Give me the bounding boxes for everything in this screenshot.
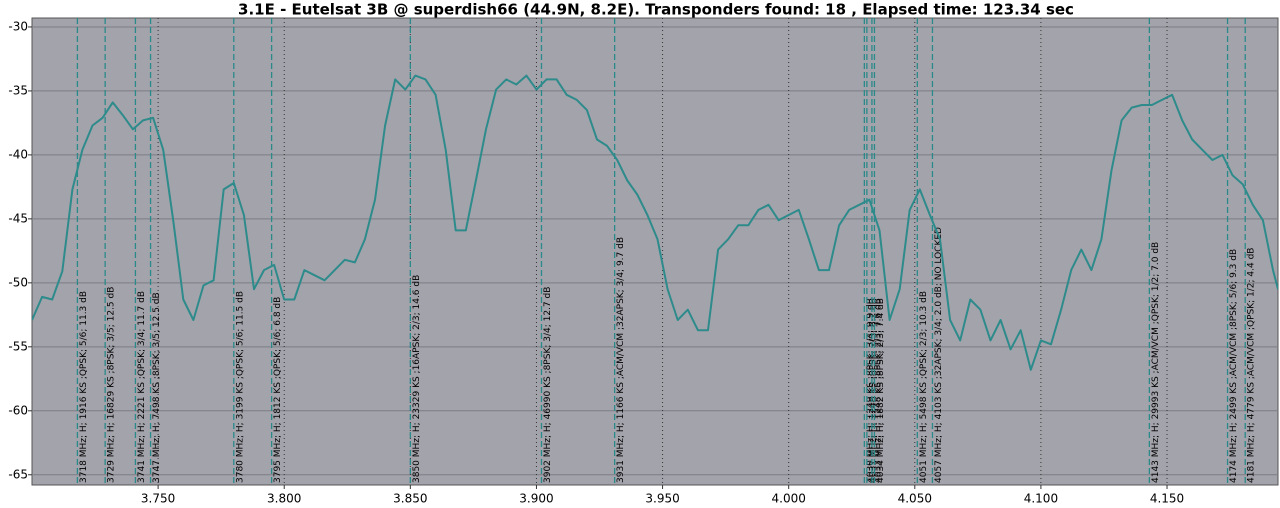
transponder-label: 4057 MHz; H; 4103 KS ;32APSK; 3/4; 2.0 d… (934, 227, 944, 483)
y-tick-label: -35 (8, 83, 28, 97)
transponder-label: 4033 MHz; H; 1248 KS ;8PSK; 2/3; 7.6 dB (873, 298, 883, 483)
y-tick-label: -65 (8, 467, 28, 481)
transponder-label: 3747 MHz; H; 7498 KS ;8PSK; 3/5; 12.5 dB (152, 292, 162, 483)
x-tick-label: 3.800 (267, 492, 301, 506)
transponder-label: 4181 MHz; H; 4779 KS ;ACM/VCM ;QPSK; 1/2… (1247, 248, 1257, 484)
x-tick-label: 3.900 (519, 492, 553, 506)
transponder-label: 3741 MHz; H; 2221 KS ;QPSK; 3/4; 11.7 dB (137, 291, 147, 483)
x-tick-label: 3.950 (645, 492, 679, 506)
chart-title: 3.1E - Eutelsat 3B @ superdish66 (44.9N,… (238, 1, 1074, 19)
spectrum-line (32, 74, 1278, 371)
transponder-label: 3931 MHz; H; 1166 KS ;ACM/VCM ;32APSK; 3… (616, 237, 626, 483)
transponder-label: 4030 MHz; H; 1249 KS ;8PSK; 3/4; 9.9 dB (866, 298, 876, 483)
transponder-label: 3902 MHz; H; 46990 KS ;8PSK; 3/4; 12.7 d… (543, 287, 553, 483)
transponder-label: 4034 MHz; H; 1882 KS ;8PSK; 2/3; 7.4 dB (876, 298, 886, 483)
y-tick-label: -40 (8, 147, 28, 161)
x-tick-label: 3.750 (141, 492, 175, 506)
x-tick-label: 3.850 (393, 492, 427, 506)
y-tick-label: -50 (8, 275, 28, 289)
transponder-label: 4174 MHz; H; 2499 KS ;ACM/VCM ;8PSK; 5/6… (1229, 249, 1239, 483)
transponder-label: 3850 MHz; H; 23329 KS ;16APSK; 2/3; 14.6… (412, 275, 422, 483)
plot-area (31, 17, 1279, 486)
transponder-label: 3718 MHz; H; 1916 KS ;QPSK; 5/6; 11.3 dB (79, 291, 89, 483)
y-tick-label: -45 (8, 211, 28, 225)
transponder-label: 3729 MHz; H; 16829 KS ;8PSK; 3/5; 12.5 d… (107, 287, 117, 483)
transponder-label: 3795 MHz; H; 1812 KS ;QPSK; 5/6; 6.8 dB (273, 297, 283, 483)
x-tick-label: 4.150 (1150, 492, 1184, 506)
y-tick-label: -60 (8, 403, 28, 417)
y-tick-label: -55 (8, 339, 28, 353)
transponder-label: 4031 MHz; H; 1248 KS ;8PSK; 2/3; 8.2 dB (868, 298, 878, 483)
x-tick-label: 4.100 (1024, 492, 1058, 506)
x-tick-label: 4.050 (898, 492, 932, 506)
transponder-label: 3780 MHz; H; 3199 KS ;QPSK; 5/6; 11.5 dB (235, 291, 245, 483)
transponder-label: 4143 MHz; H; 29993 KS ;ACM/VCM ;QPSK; 1/… (1151, 242, 1161, 483)
transponder-label: 4051 MHz; H; 5498 KS ;QPSK; 2/3; 10.3 dB (919, 291, 929, 483)
y-tick-label: -30 (8, 19, 28, 33)
x-tick-label: 4.000 (772, 492, 806, 506)
plot-layer: 3718 MHz; H; 1916 KS ;QPSK; 5/6; 11.3 dB… (32, 18, 1278, 485)
